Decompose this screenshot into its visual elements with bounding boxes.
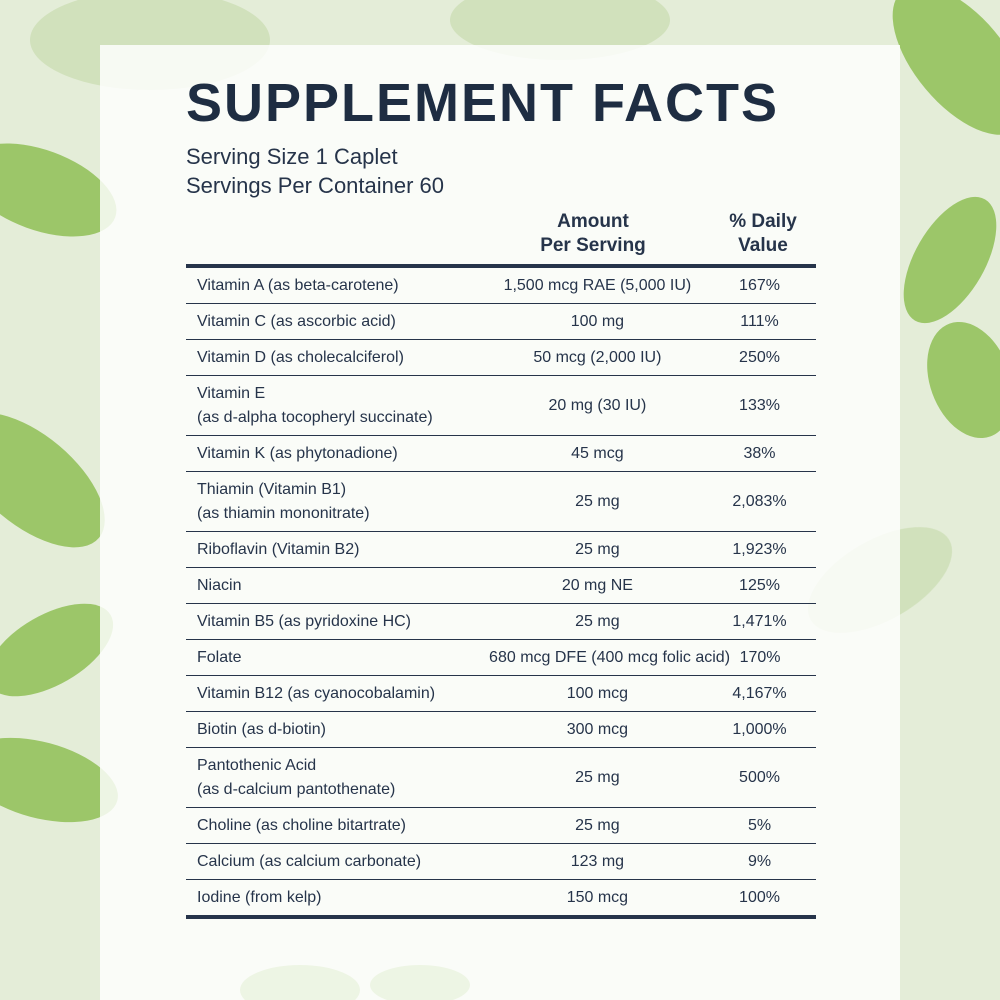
daily-value: 38% (743, 444, 776, 462)
daily-value: 9% (747, 852, 772, 870)
nutrient-name: Thiamin (Vitamin B1) (as thiamin mononitr… (186, 478, 492, 526)
table-row: Riboflavin (Vitamin B2) 25 mg 1,923% (186, 531, 816, 567)
label-panel (100, 45, 900, 1000)
name-line: Vitamin K (as phytonadione) (197, 444, 398, 462)
amount: 50 mcg (2,000 IU) (533, 348, 662, 366)
daily-value-header: % Daily Value (708, 210, 818, 258)
name-line: Vitamin A (as beta-carotene) (197, 276, 399, 294)
amount-header: Amount Per Serving (513, 210, 673, 258)
nutrient-name: Vitamin C (as ascorbic acid) (186, 310, 492, 334)
name-line: Vitamin E (197, 384, 266, 402)
daily-value: 5% (747, 816, 772, 834)
header-line: Per Serving (540, 235, 646, 256)
nutrient-name: Vitamin A (as beta-carotene) (186, 274, 492, 298)
table-row: Vitamin K (as phytonadione) 45 mcg 38% (186, 435, 816, 471)
name-line: Niacin (197, 576, 242, 594)
table-row: Vitamin D (as cholecalciferol) 50 mcg (2,… (186, 339, 816, 375)
name-line: Pantothenic Acid (197, 756, 317, 774)
amount: 300 mcg (566, 720, 629, 738)
name-line: Calcium (as calcium carbonate) (197, 852, 422, 870)
table-row: Pantothenic Acid (as d-calcium pantothena… (186, 747, 816, 807)
name-line: Vitamin C (as ascorbic acid) (197, 312, 396, 330)
amount: 150 mcg (566, 888, 629, 906)
daily-value: 4,167% (732, 684, 787, 702)
serving-size: Serving Size 1 Caplet (186, 144, 398, 169)
daily-value: 2,083% (732, 492, 787, 510)
name-line: Vitamin B12 (as cyanocobalamin) (197, 684, 436, 702)
daily-value: 170% (739, 648, 781, 666)
name-line: Folate (197, 648, 242, 666)
servings-per-container: Servings Per Container 60 (186, 173, 445, 198)
nutrient-name: Iodine (from kelp) (186, 886, 492, 910)
name-line: (as d-calcium pantothenate) (197, 780, 396, 798)
daily-value: 133% (739, 396, 780, 414)
daily-value: 1,923% (732, 540, 787, 558)
amount: 25 mg (575, 492, 620, 510)
name-line: Thiamin (Vitamin B1) (197, 480, 347, 498)
title: SUPPLEMENT FACTS (186, 73, 780, 133)
nutrient-name: Niacin (186, 574, 492, 598)
nutrient-name: Vitamin B5 (as pyridoxine HC) (186, 610, 492, 634)
nutrient-name: Vitamin D (as cholecalciferol) (186, 346, 492, 370)
daily-value: 167% (739, 276, 780, 294)
daily-value: 125% (739, 576, 780, 594)
name-line: Vitamin D (as cholecalciferol) (197, 348, 404, 366)
name-line: Vitamin B5 (as pyridoxine HC) (197, 612, 412, 630)
daily-value: 500% (739, 768, 780, 786)
table-row: Thiamin (Vitamin B1) (as thiamin mononitr… (186, 471, 816, 531)
table-row: Niacin 20 mg NE 125% (186, 567, 816, 603)
header-line: Amount (557, 211, 629, 232)
amount: 25 mg (575, 612, 620, 630)
table-header: Amount Per Serving % Daily Value (186, 210, 816, 260)
amount: 123 mg (570, 852, 625, 870)
table-row: Vitamin C (as ascorbic acid) 100 mg 111% (186, 303, 816, 339)
nutrient-name: Calcium (as calcium carbonate) (186, 850, 492, 874)
nutrient-name: Vitamin E (as d-alpha tocopheryl succinat… (186, 382, 492, 430)
table-row: Iodine (from kelp) 150 mcg 100% (186, 879, 816, 915)
nutrient-name: Riboflavin (Vitamin B2) (186, 538, 492, 562)
name-line: Choline (as choline bitartrate) (197, 816, 406, 834)
amount: 100 mcg (566, 684, 629, 702)
amount: 100 mg (570, 312, 625, 330)
nutrient-name: Vitamin K (as phytonadione) (186, 442, 492, 466)
daily-value: 250% (739, 348, 780, 366)
nutrient-name: Vitamin B12 (as cyanocobalamin) (186, 682, 492, 706)
amount: 25 mg (575, 540, 620, 558)
daily-value: 111% (740, 312, 779, 330)
table-row: Choline (as choline bitartrate) 25 mg 5% (186, 807, 816, 843)
amount: 20 mg (30 IU) (548, 396, 647, 414)
amount: 1,500 mcg RAE (5,000 IU) (503, 276, 692, 294)
name-line: (as d-alpha tocopheryl succinate) (197, 408, 433, 426)
amount: 680 mcg DFE (400 mcg folic acid) (489, 648, 731, 666)
daily-value: 1,000% (732, 720, 787, 738)
name-line: Biotin (as d-biotin) (197, 720, 326, 738)
header-line: % Daily (729, 211, 797, 232)
amount: 25 mg (575, 768, 620, 786)
nutrient-name: Choline (as choline bitartrate) (186, 814, 492, 838)
table-row: Vitamin A (as beta-carotene) 1,500 mcg RA… (186, 268, 816, 303)
table-row: Folate 680 mcg DFE (400 mcg folic acid) 17… (186, 639, 816, 675)
daily-value: 100% (739, 888, 780, 906)
name-line: Iodine (from kelp) (197, 888, 322, 906)
amount: 25 mg (575, 816, 620, 834)
nutrient-name: Biotin (as d-biotin) (186, 718, 492, 742)
name-line: (as thiamin mononitrate) (197, 504, 370, 522)
nutrient-name: Folate (186, 646, 489, 670)
name-line: Riboflavin (Vitamin B2) (197, 540, 360, 558)
nutrient-name: Pantothenic Acid (as d-calcium pantothena… (186, 754, 492, 802)
daily-value: 1,471% (732, 612, 787, 630)
table-row: Biotin (as d-biotin) 300 mcg 1,000% (186, 711, 816, 747)
table-row: Vitamin B12 (as cyanocobalamin) 100 mcg 4,… (186, 675, 816, 711)
table-row: Calcium (as calcium carbonate) 123 mg 9% (186, 843, 816, 879)
amount: 45 mcg (571, 444, 624, 462)
facts-table: Vitamin A (as beta-carotene) 1,500 mcg RA… (186, 264, 816, 919)
table-row: Vitamin E (as d-alpha tocopheryl succinat… (186, 375, 816, 435)
header-line: Value (738, 235, 788, 256)
amount: 20 mg NE (561, 576, 633, 594)
table-row: Vitamin B5 (as pyridoxine HC) 25 mg 1,471% (186, 603, 816, 639)
